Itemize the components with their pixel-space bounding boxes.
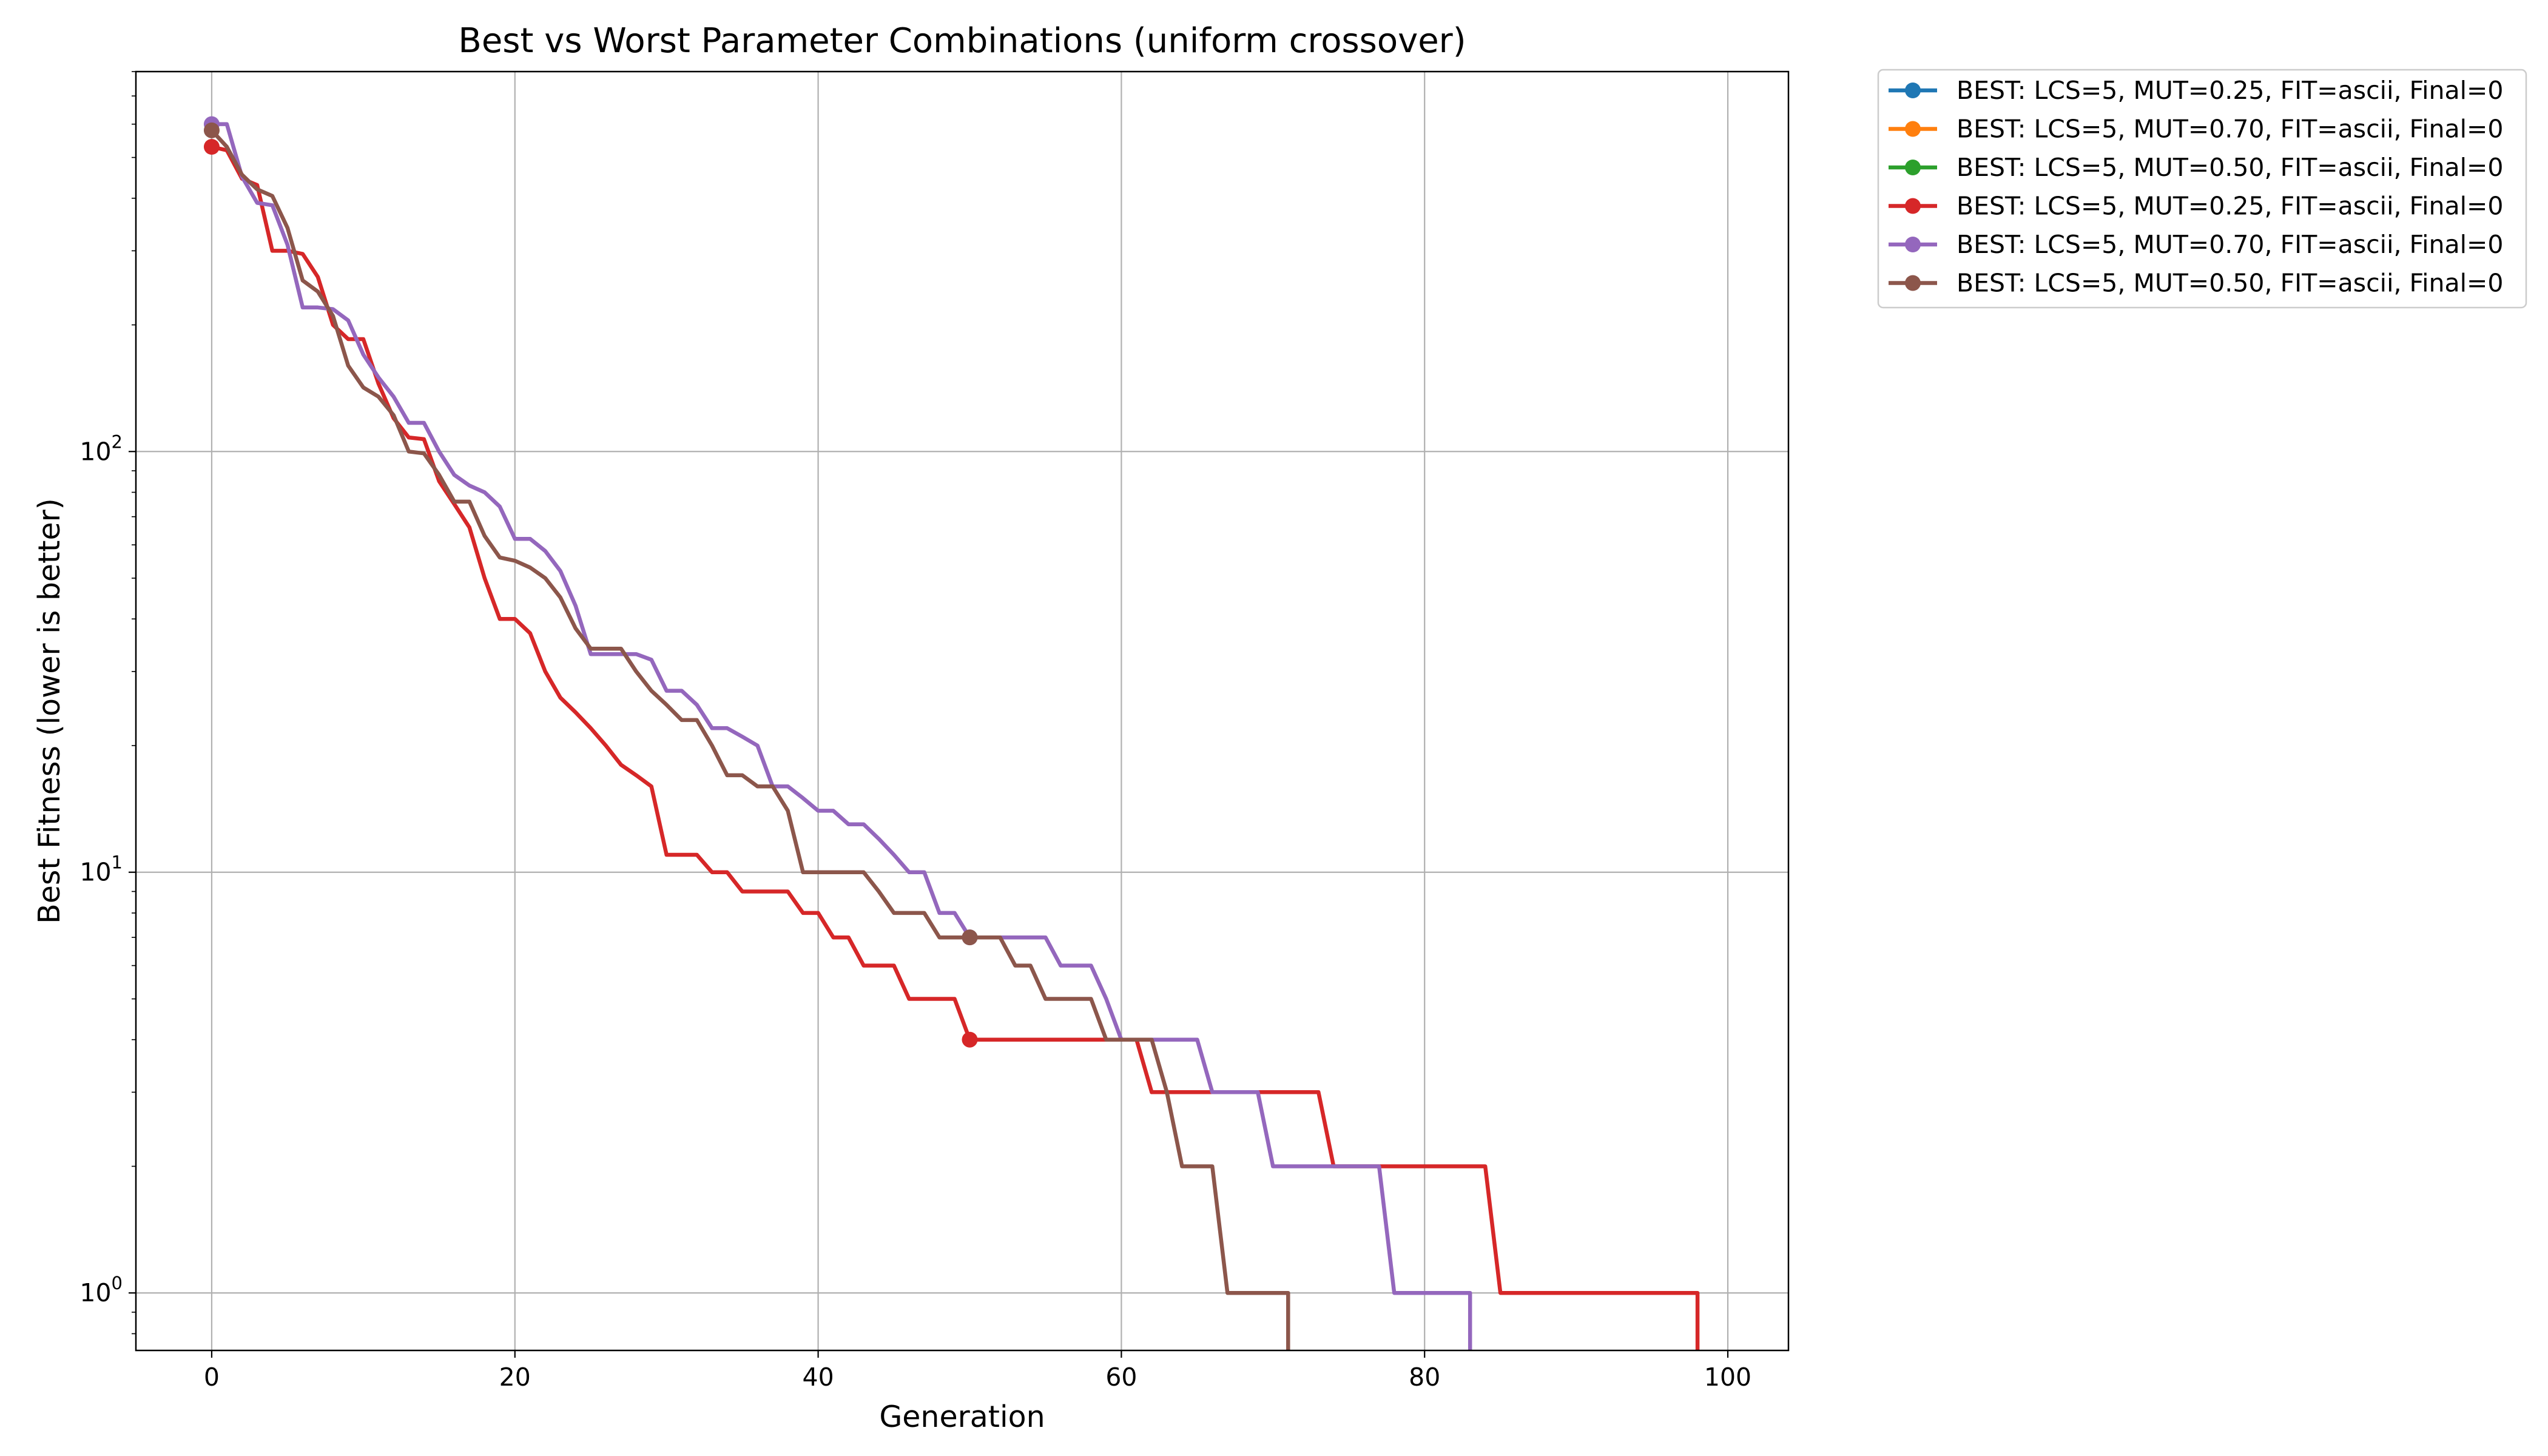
plot-frame: [135, 70, 1790, 1352]
legend: BEST: LCS=5, MUT=0.25, FIT=ascii, Final=…: [1877, 69, 2527, 309]
y-axis-label: Best Fitness (lower is better): [32, 498, 67, 924]
series-line-5: [212, 122, 1472, 1350]
x-tick-label: 100: [1704, 1363, 1751, 1392]
legend-marker-3: [1905, 160, 1921, 175]
series-marker-4: [203, 139, 220, 155]
legend-marker-5: [1905, 237, 1921, 252]
y-tick-label: 100: [79, 1273, 123, 1307]
legend-label-6: BEST: LCS=5, MUT=0.50, FIT=ascii, Final=…: [1956, 269, 2503, 298]
x-tick-label: 60: [1105, 1363, 1137, 1392]
x-tick-label: 40: [803, 1363, 834, 1392]
legend-box: [1877, 69, 2527, 309]
legend-marker-4: [1905, 198, 1921, 214]
series-marker-6: [203, 122, 220, 138]
x-axis-label: Generation: [879, 1400, 1045, 1434]
x-tick-label: 0: [204, 1363, 220, 1392]
series-marker-6: [962, 929, 978, 946]
series-lines: [203, 116, 1700, 1350]
x-tick-label: 20: [499, 1363, 531, 1392]
y-tick-label: 101: [79, 852, 123, 887]
chart-title: Best vs Worst Parameter Combinations (un…: [458, 21, 1466, 61]
y-tick-label: 102: [79, 431, 123, 466]
legend-marker-1: [1905, 83, 1921, 98]
legend-marker-6: [1905, 275, 1921, 291]
legend-label-3: BEST: LCS=5, MUT=0.50, FIT=ascii, Final=…: [1956, 153, 2503, 182]
legend-label-2: BEST: LCS=5, MUT=0.70, FIT=ascii, Final=…: [1956, 115, 2503, 144]
legend-marker-2: [1905, 121, 1921, 137]
legend-label-1: BEST: LCS=5, MUT=0.25, FIT=ascii, Final=…: [1956, 76, 2503, 105]
axis-ticks: 0 20 40 60 80 100 100 101 102: [79, 71, 1751, 1392]
plot-area: [136, 72, 1788, 1350]
series-marker-4: [962, 1031, 978, 1048]
series-line-6: [210, 129, 1290, 1350]
legend-label-5: BEST: LCS=5, MUT=0.70, FIT=ascii, Final=…: [1956, 230, 2503, 259]
series-line-4: [211, 144, 1700, 1350]
legend-label-4: BEST: LCS=5, MUT=0.25, FIT=ascii, Final=…: [1956, 192, 2503, 221]
x-tick-label: 80: [1409, 1363, 1440, 1392]
